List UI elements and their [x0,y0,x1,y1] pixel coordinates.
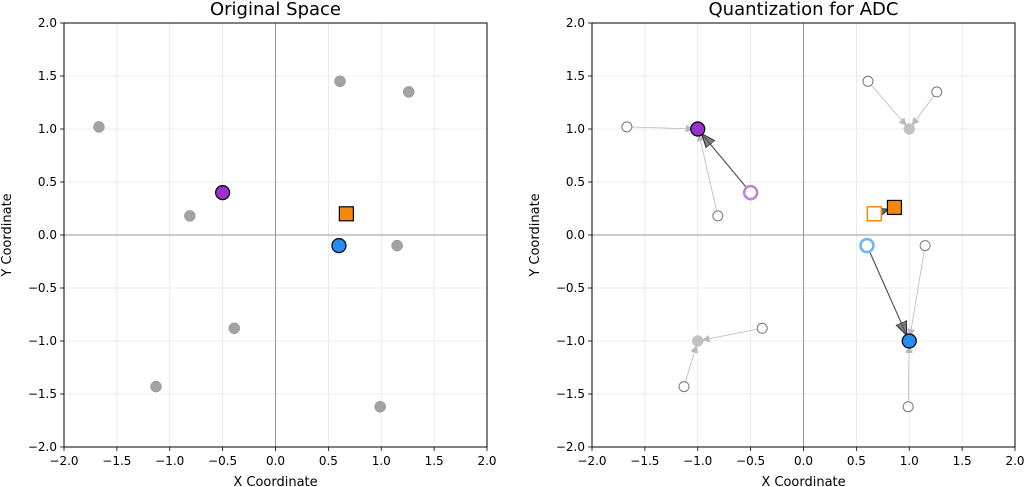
x-tick-label: −1.0 [683,454,712,468]
purple-original-marker [742,184,759,201]
orange-original-marker [866,206,883,222]
ticks: −2.0 −1.5 −1.0 −0.5 0.0 0.5 1.0 1.5 2.0 −2.0 −1.5 −… [556,16,1025,468]
quantized-points-marker [903,123,915,135]
arrow-light [626,127,693,129]
y-tick-label: 1.0 [566,122,585,136]
y-tick-label: −0.5 [556,281,585,295]
y-tick-label: 2.0 [38,16,57,30]
arrow-light [910,245,926,336]
x-tick-label: 2.0 [477,454,496,468]
other-points-marker [391,239,403,252]
y-tick-label: 1.5 [38,69,57,83]
panel-original-space: Original Space −2.0 −1.5 −1.0 −0.5 0.0 0.5 1.0… [0,0,497,487]
blue-quantized-marker [901,333,917,349]
x-tick-label: 2.0 [1005,454,1024,468]
y-tick-label: 0.0 [566,228,585,242]
original-points-marker [678,381,690,393]
blue-point-marker [331,238,347,254]
y-tick-label: −2.0 [28,440,57,454]
y-tick-label: −1.0 [556,334,585,348]
x-tick-label: 1.5 [953,454,972,468]
arrow-dark [866,245,907,336]
x-tick-label: 0.0 [266,454,285,468]
purple-point-marker [215,185,231,201]
original-points-marker [621,121,633,133]
other-points-marker [93,121,105,133]
x-tick-label: −2.0 [49,454,78,468]
y-tick-label: −1.0 [28,334,57,348]
panel-quantization-adc: Quantization for ADC −2.0 −1.5 −1.0 −0.5 0.0… [528,0,1025,487]
plot-frame [591,22,1016,448]
original-points-marker [712,210,724,222]
y-tick-label: −1.5 [28,387,57,401]
other-points-marker [184,210,196,222]
original-points-marker [756,322,768,334]
original-points-marker [931,86,943,98]
x-tick-label: 1.0 [372,454,391,468]
x-tick-label: −0.5 [208,454,237,468]
arrows [626,81,938,407]
x-tick-label: −1.0 [155,454,184,468]
orange-quantized-marker [886,199,903,216]
x-tick-label: 1.0 [900,454,919,468]
ticks: −2.0 −1.5 −1.0 −0.5 0.0 0.5 1.0 1.5 2.0 −2.0 −1.5 −… [28,16,497,468]
x-tick-label: −1.5 [102,454,131,468]
quantized-points-marker [692,335,704,347]
points [93,75,415,413]
y-tick-label: −2.0 [556,440,585,454]
x-axis-label: X Coordinate [233,475,317,487]
x-tick-label: 0.5 [319,454,338,468]
original-points-marker [902,401,914,413]
blue-original-marker [859,237,875,254]
zero-lines [592,23,1015,447]
x-tick-label: −1.5 [630,454,659,468]
x-tick-label: 0.5 [847,454,866,468]
other-points-marker [228,322,241,335]
arrow-light [908,346,909,407]
x-tick-label: 1.5 [425,454,444,468]
x-tick-label: −0.5 [736,454,765,468]
original-points-marker [862,75,874,87]
y-tick-label: 1.0 [38,122,57,136]
x-tick-label: 0.0 [794,454,813,468]
orange-square-marker [338,206,354,222]
chart-title: Quantization for ADC [709,0,899,20]
purple-quantized-marker [690,121,706,137]
arrow-light [912,91,938,125]
arrow-light [703,327,763,340]
chart-title: Original Space [210,0,341,20]
y-tick-label: 2.0 [566,16,585,30]
other-points-marker [402,86,415,98]
arrow-light [867,81,906,125]
x-axis-label: X Coordinate [761,475,845,487]
y-tick-label: −1.5 [556,387,585,401]
zero-lines [64,23,487,447]
y-tick-label: 0.5 [38,175,57,189]
other-points-marker [334,75,346,88]
y-tick-label: 1.5 [566,69,585,83]
y-axis-label: Y Coordinate [0,193,15,277]
arrow-light [699,134,719,217]
y-axis-label: Y Coordinate [528,193,543,277]
y-tick-label: −0.5 [28,281,57,295]
other-points-marker [374,400,386,413]
original-points-marker [919,240,931,252]
arrow-dark [702,134,752,193]
other-points-marker [150,380,162,393]
plot-frame [63,22,488,448]
x-tick-label: −2.0 [577,454,606,468]
points [621,75,943,413]
arrow-light [683,346,696,387]
y-tick-label: 0.5 [566,175,585,189]
y-tick-label: 0.0 [38,228,57,242]
